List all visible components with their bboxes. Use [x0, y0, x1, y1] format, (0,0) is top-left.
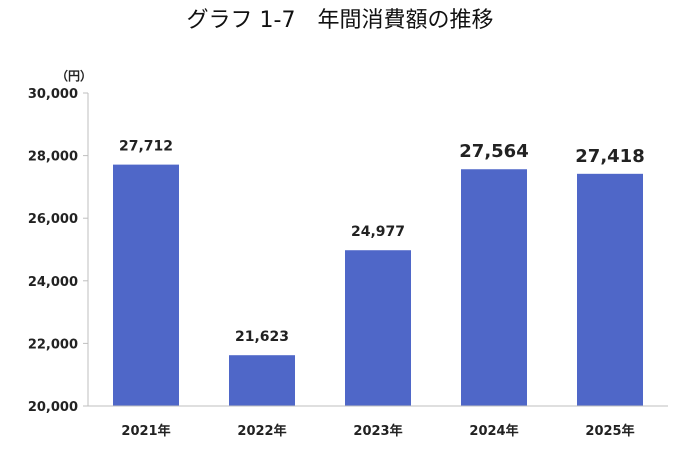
- bar: [461, 169, 527, 406]
- data-labels: 27,712 21,623 24,977 27,564 27,418: [119, 139, 645, 346]
- x-tick-label: 2022年: [237, 423, 286, 439]
- x-tick-label: 2025年: [585, 423, 634, 439]
- y-tick-label: 26,000: [28, 212, 78, 227]
- bar: [113, 164, 179, 406]
- chart-title: グラフ 1-7 年間消費額の推移: [187, 8, 494, 33]
- x-tick-label: 2023年: [353, 423, 402, 439]
- y-tick-label: 20,000: [28, 400, 78, 415]
- bars: [113, 164, 643, 406]
- data-label: 27,564: [459, 141, 528, 162]
- data-label: 24,977: [351, 224, 405, 240]
- data-label: 21,623: [235, 329, 289, 345]
- bar: [345, 250, 411, 406]
- data-label: 27,418: [575, 146, 644, 167]
- y-tick-label: 30,000: [28, 87, 78, 102]
- x-axis: 2021年 2022年 2023年 2024年 2025年: [88, 405, 668, 439]
- y-axis-unit-label: （円）: [56, 68, 92, 83]
- y-axis: 20,000 22,000 24,000 26,000 28,000 30,000: [28, 87, 89, 415]
- bar: [577, 173, 643, 406]
- x-tick-label: 2021年: [121, 423, 170, 439]
- bar: [229, 355, 295, 406]
- data-label: 27,712: [119, 139, 173, 155]
- y-tick-label: 24,000: [28, 275, 78, 290]
- x-tick-label: 2024年: [469, 423, 518, 439]
- y-tick-label: 28,000: [28, 150, 78, 165]
- y-tick-label: 22,000: [28, 337, 78, 352]
